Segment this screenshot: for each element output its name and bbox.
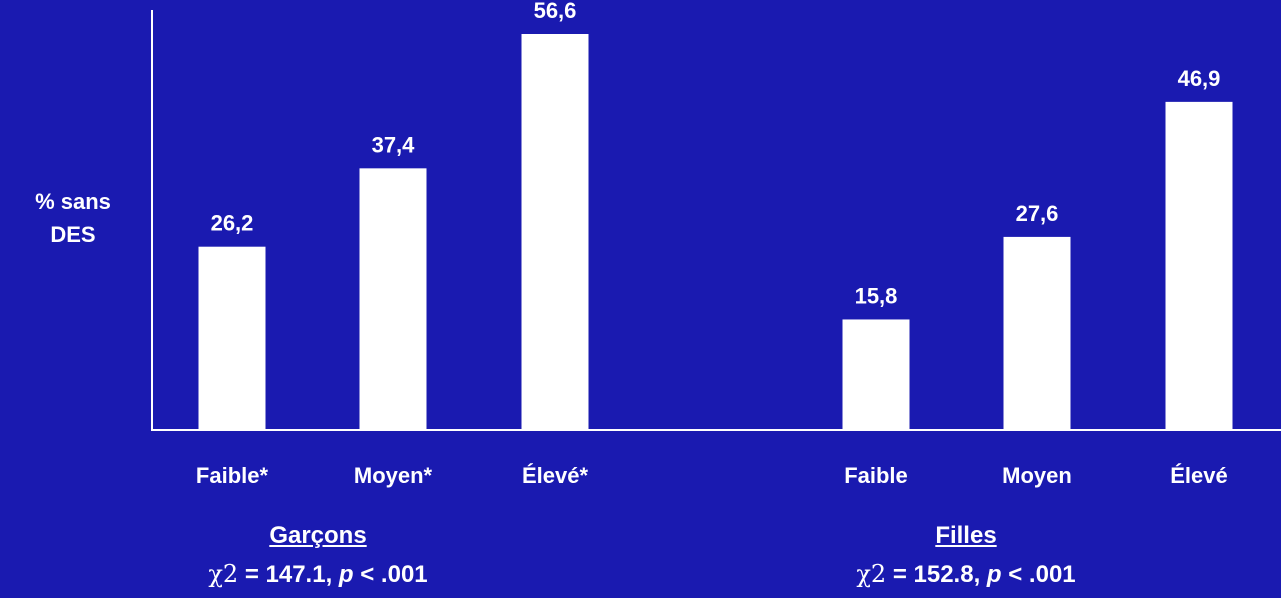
bar-0-1 xyxy=(359,168,427,430)
category-label-0-2: Élevé* xyxy=(522,463,588,488)
chi-symbol: χ2 xyxy=(208,560,239,588)
chi-symbol: χ2 xyxy=(856,560,887,588)
group-stat-garcons: χ2 = 147.1, p < .001 xyxy=(168,560,468,589)
p-value: < .001 xyxy=(353,561,428,588)
p-value: < .001 xyxy=(1001,561,1076,588)
bar-0-0 xyxy=(198,246,266,430)
y-axis-label-line1: % sans xyxy=(35,189,111,214)
category-label-0-0: Faible* xyxy=(196,463,269,488)
category-label-1-2: Élevé xyxy=(1170,463,1228,488)
bar-1-1 xyxy=(1003,236,1071,430)
value-label-1-1: 27,6 xyxy=(1016,201,1059,226)
group-title-filles: Filles xyxy=(935,522,997,549)
category-label-0-1: Moyen* xyxy=(354,463,433,488)
category-label-1-0: Faible xyxy=(844,463,908,488)
category-label-1-1: Moyen xyxy=(1002,463,1072,488)
chi-value: = 147.1, xyxy=(238,561,339,588)
group-title-garcons: Garçons xyxy=(269,522,367,549)
value-label-0-0: 26,2 xyxy=(211,211,254,236)
group-stat-filles: χ2 = 152.8, p < .001 xyxy=(816,560,1116,589)
p-symbol: p xyxy=(986,561,1002,588)
p-symbol: p xyxy=(338,561,354,588)
value-label-1-2: 46,9 xyxy=(1178,66,1221,91)
value-label-0-1: 37,4 xyxy=(372,132,416,157)
y-axis-label: % sans DES xyxy=(18,185,128,251)
value-label-1-0: 15,8 xyxy=(855,283,898,308)
chi-value: = 152.8, xyxy=(886,561,987,588)
value-label-0-2: 56,6 xyxy=(534,0,577,23)
bar-1-2 xyxy=(1165,101,1233,430)
bar-1-0 xyxy=(842,319,910,430)
bar-0-2 xyxy=(521,34,589,430)
y-axis-label-line2: DES xyxy=(50,222,96,247)
